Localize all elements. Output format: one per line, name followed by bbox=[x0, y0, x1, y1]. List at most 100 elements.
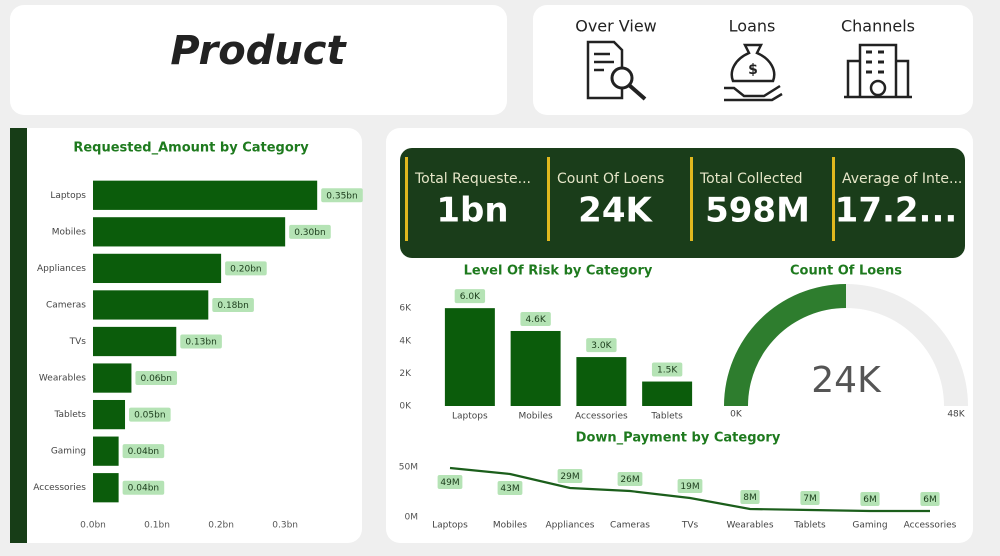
value-label-bg bbox=[321, 188, 363, 203]
bar bbox=[444, 308, 495, 406]
gauge-tick-label: 0K bbox=[730, 410, 743, 420]
value-label: 19M bbox=[680, 482, 699, 492]
y-tick-label: Wearables bbox=[39, 374, 86, 384]
value-label-bg bbox=[289, 224, 331, 239]
value-label: 7M bbox=[803, 494, 817, 504]
gauge-tick-label: 48K bbox=[947, 410, 965, 420]
value-label: 0.13bn bbox=[185, 338, 216, 348]
icon bbox=[594, 52, 614, 72]
kpi-label: Total Collected bbox=[699, 171, 803, 187]
x-tick-label: Tablets bbox=[650, 412, 683, 422]
value-label: 4.6K bbox=[526, 315, 547, 325]
value-label: 26M bbox=[620, 475, 639, 485]
chart-title: Count Of Loens bbox=[790, 264, 902, 279]
value-label-bg bbox=[180, 334, 222, 349]
value-label-bg bbox=[860, 492, 880, 506]
nav-label[interactable]: Loans bbox=[729, 17, 776, 36]
x-tick-label: Accessories bbox=[575, 412, 628, 422]
nav-label[interactable]: Channels bbox=[841, 17, 915, 36]
icon: $ bbox=[748, 62, 758, 78]
icon bbox=[610, 66, 634, 90]
bar bbox=[93, 436, 119, 466]
value-label-bg bbox=[122, 444, 165, 459]
value-label-bg bbox=[651, 362, 683, 377]
value-label-bg bbox=[920, 492, 940, 506]
value-label: 0.35bn bbox=[326, 191, 357, 201]
y-tick-label: 0K bbox=[399, 402, 412, 412]
kpi-card bbox=[832, 157, 960, 241]
kpi-value: 598M bbox=[705, 191, 810, 231]
kpi-value: 24K bbox=[578, 191, 653, 231]
y-tick-label: Accessories bbox=[33, 483, 86, 493]
value-label-bg bbox=[740, 490, 760, 504]
nav-overview[interactable]: Over View bbox=[575, 17, 657, 101]
chart-title: Level Of Risk by Category bbox=[464, 264, 653, 279]
icon bbox=[627, 83, 647, 101]
value-label: 0.06bn bbox=[140, 374, 171, 384]
value-label-bg bbox=[122, 480, 165, 495]
icon bbox=[866, 50, 884, 74]
value-label-bg bbox=[520, 311, 551, 326]
bar bbox=[93, 326, 177, 357]
bar bbox=[93, 290, 209, 320]
y-tick-label: 2K bbox=[399, 369, 412, 379]
value-label: 49M bbox=[440, 478, 459, 488]
x-tick-label: Gaming bbox=[852, 521, 887, 531]
value-label-bg bbox=[437, 475, 463, 489]
x-tick-label: TVs bbox=[681, 521, 699, 531]
page-title: Product bbox=[170, 28, 347, 74]
value-label: 29M bbox=[560, 472, 579, 482]
kpi-label: Average of Inte... bbox=[842, 171, 962, 187]
kpi-value: 17.2... bbox=[835, 191, 958, 231]
kpi-accent bbox=[690, 157, 693, 241]
kpi-label: Count Of Loens bbox=[557, 171, 664, 187]
nav-channels[interactable]: Channels bbox=[841, 17, 915, 99]
value-label-bg bbox=[677, 479, 703, 493]
kpi-accent bbox=[832, 157, 835, 241]
y-tick-label: Cameras bbox=[46, 300, 86, 310]
kpi-card bbox=[547, 157, 683, 241]
x-tick-label: Wearables bbox=[726, 521, 773, 531]
x-tick-label: Laptops bbox=[452, 412, 488, 422]
value-label-bg bbox=[212, 297, 254, 312]
bar bbox=[93, 473, 119, 503]
nav-label[interactable]: Over View bbox=[575, 17, 657, 36]
kpi-accent bbox=[405, 157, 408, 241]
value-label: 6M bbox=[863, 495, 877, 505]
icon bbox=[844, 43, 912, 99]
bar bbox=[93, 217, 286, 247]
value-label: 6M bbox=[923, 495, 937, 505]
y-tick-label: Appliances bbox=[37, 264, 86, 274]
nav-loans[interactable]: Loans $ bbox=[724, 17, 783, 102]
value-label-bg bbox=[129, 407, 171, 422]
y-tick-label: Tablets bbox=[54, 410, 87, 420]
y-tick-label: Mobiles bbox=[52, 227, 87, 237]
bar bbox=[93, 399, 126, 430]
gauge-value-label: 24K bbox=[811, 360, 882, 401]
title-panel bbox=[10, 5, 507, 115]
value-label: 0.18bn bbox=[217, 301, 248, 311]
bar bbox=[642, 381, 693, 406]
x-tick-label: Accessories bbox=[904, 521, 957, 531]
y-tick-label: 6K bbox=[399, 304, 412, 314]
value-label: 3.0K bbox=[591, 341, 612, 351]
x-tick-label: Laptops bbox=[432, 521, 468, 531]
chart-title: Down_Payment by Category bbox=[576, 431, 781, 446]
y-tick-label: Laptops bbox=[50, 191, 86, 201]
bar bbox=[510, 330, 561, 406]
y-tick-label: Gaming bbox=[51, 447, 86, 457]
value-label: 43M bbox=[500, 484, 519, 494]
y-tick-label: TVs bbox=[69, 337, 87, 347]
value-label-bg bbox=[225, 261, 267, 276]
kpi-label: Total Requeste... bbox=[414, 171, 531, 187]
value-label: 0.20bn bbox=[230, 264, 261, 274]
value-label: 6.0K bbox=[460, 292, 481, 302]
value-label-bg bbox=[617, 472, 643, 486]
x-tick-label: 0.1bn bbox=[144, 521, 170, 531]
bar bbox=[93, 253, 222, 284]
icon bbox=[730, 43, 776, 83]
charts: Requested_Amount by Category 0.0bn 0.1bn 0.… bbox=[33, 141, 968, 531]
x-tick-label: Cameras bbox=[610, 521, 650, 531]
nav-panel bbox=[533, 5, 973, 115]
